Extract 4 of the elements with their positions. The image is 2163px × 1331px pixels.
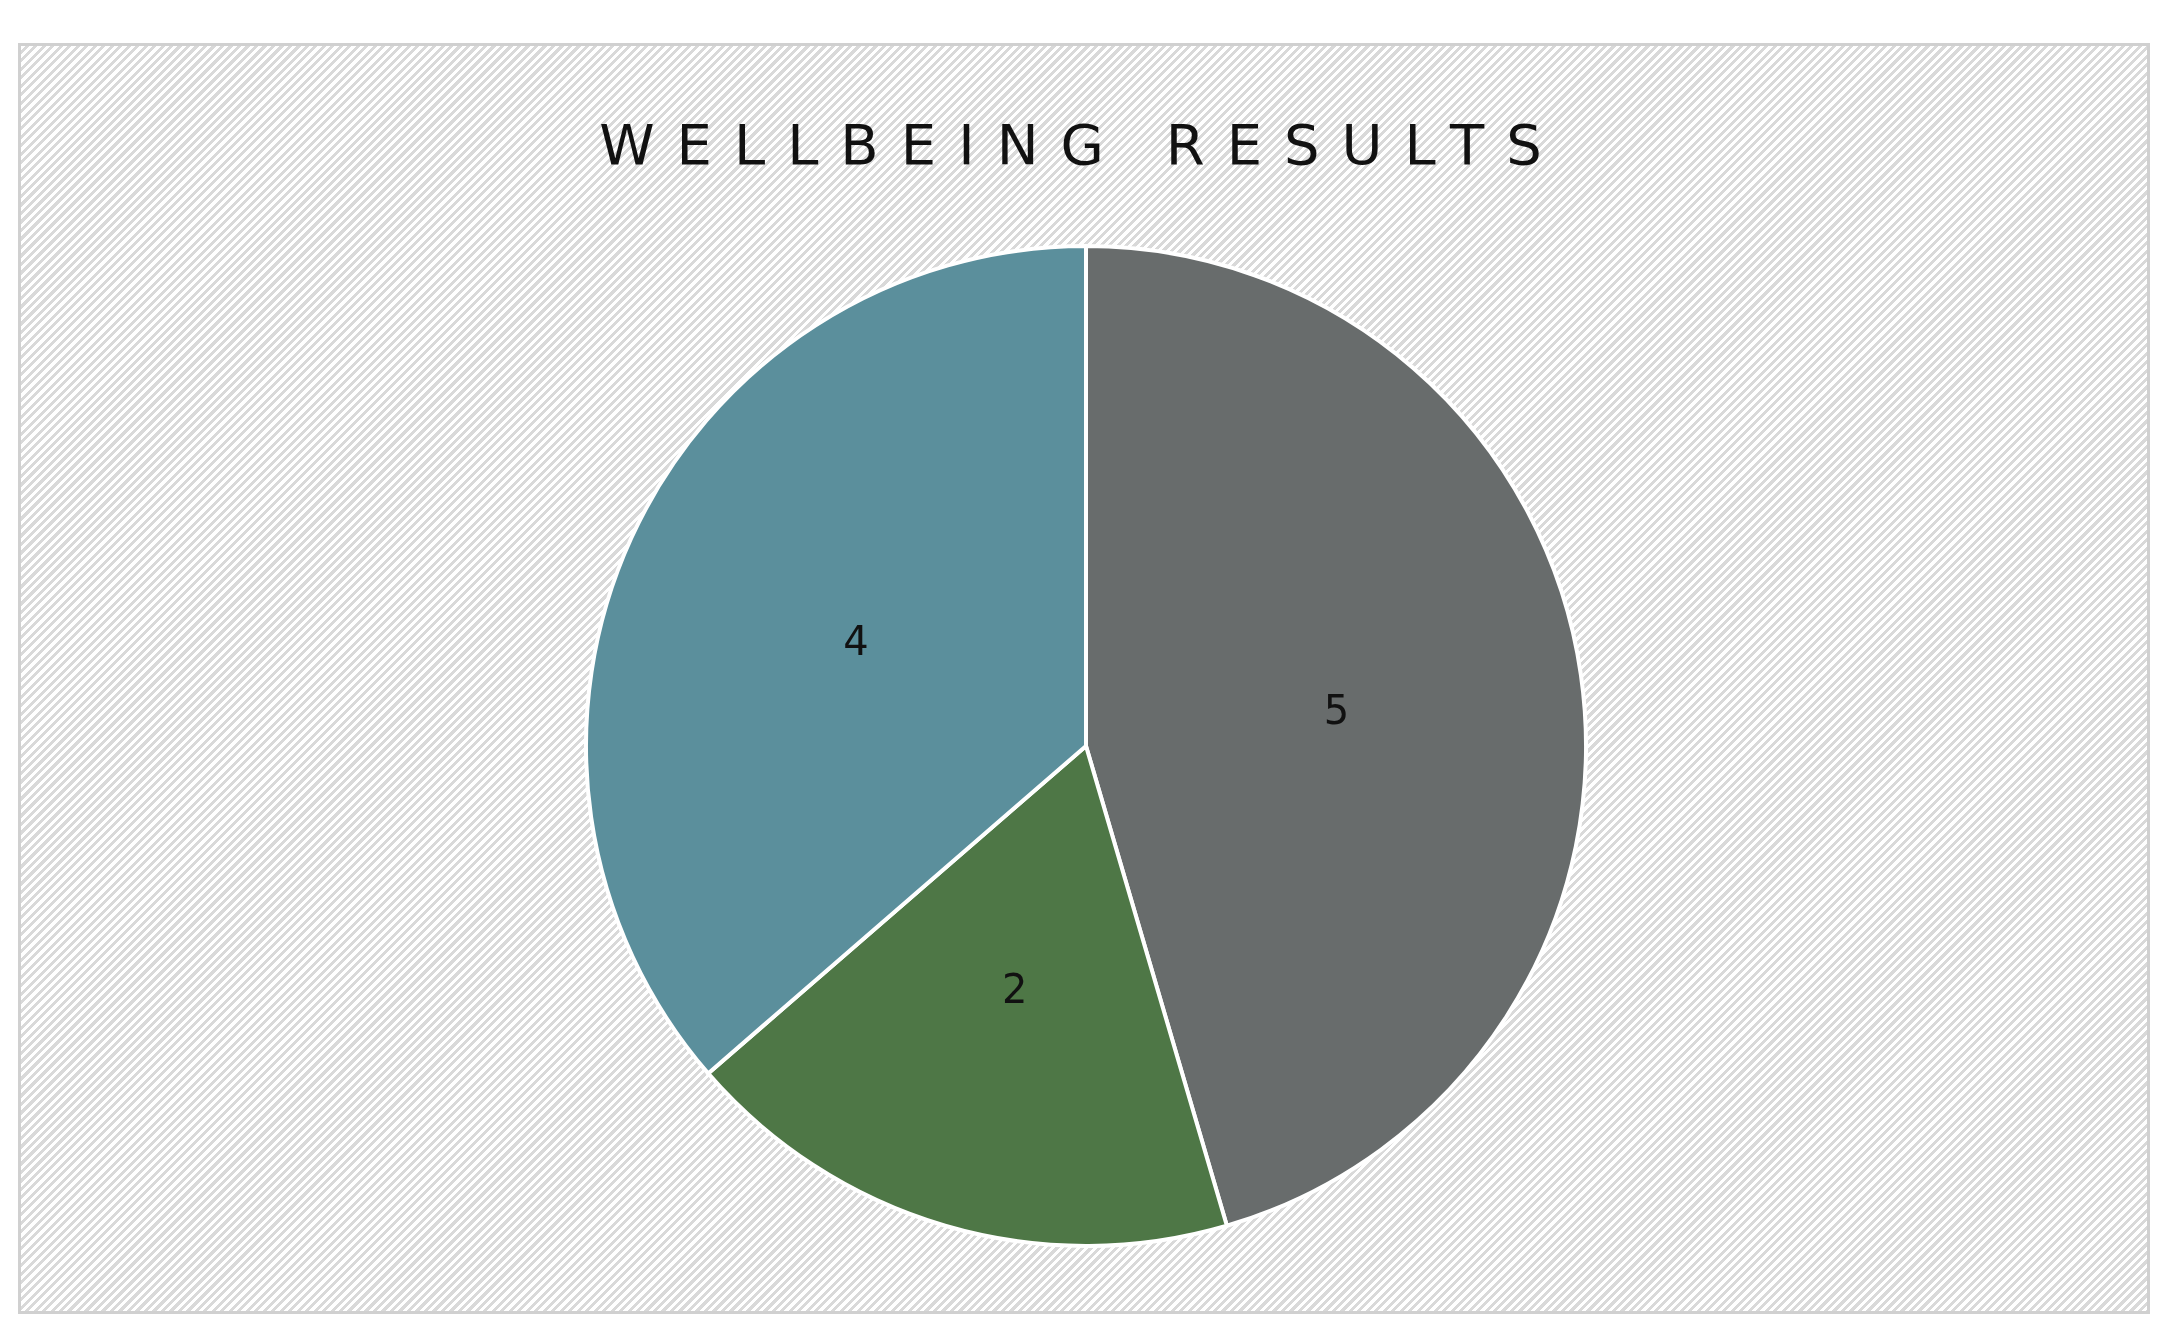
chart-title: WELLBEING RESULTS bbox=[598, 112, 1565, 177]
data-label: 4 bbox=[843, 617, 869, 664]
data-label: 5 bbox=[1323, 686, 1350, 733]
data-label: 2 bbox=[1002, 965, 1028, 1012]
